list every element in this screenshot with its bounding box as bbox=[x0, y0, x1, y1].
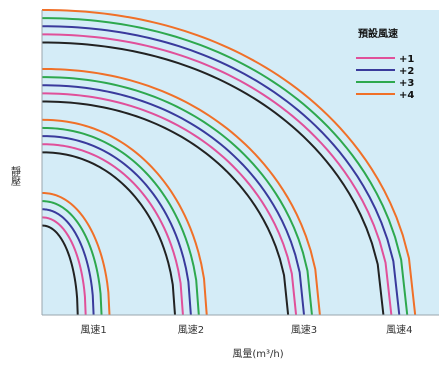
legend-label: +4 bbox=[399, 90, 414, 101]
x-tick-label: 風速4 bbox=[386, 324, 412, 336]
y-axis-title: 靜壓 bbox=[9, 165, 21, 186]
x-tick-label: 風速1 bbox=[80, 324, 106, 336]
curve-風速2-base bbox=[41, 151, 176, 316]
legend-title: 預設風速 bbox=[358, 27, 398, 40]
legend-label: +2 bbox=[399, 66, 414, 77]
curve-風速4-+3 bbox=[41, 17, 409, 316]
curve-風速2-+2 bbox=[41, 135, 192, 316]
legend: 預設風速 +1+2+3+4 bbox=[356, 27, 414, 101]
x-ticks-layer: 風速1 風速2 風速3 風速4 bbox=[80, 324, 412, 336]
curve-風速2-+3 bbox=[41, 126, 200, 316]
curve-風速1-+3 bbox=[41, 200, 103, 316]
legend-label: +3 bbox=[399, 78, 414, 89]
x-axis-title: 風量(m³/h) bbox=[232, 348, 283, 360]
x-tick-label: 風速2 bbox=[178, 324, 204, 336]
curve-風速1-+2 bbox=[41, 208, 95, 316]
curve-風速1-+4 bbox=[41, 192, 111, 316]
curve-風速2-+1 bbox=[41, 143, 184, 316]
curve-風速3-base bbox=[41, 100, 290, 316]
curve-風速4-+2 bbox=[41, 25, 401, 316]
x-tick-label: 風速3 bbox=[291, 324, 317, 336]
curve-風速3-+4 bbox=[41, 67, 321, 316]
curve-風速4-base bbox=[41, 41, 385, 316]
curve-風速3-+1 bbox=[41, 92, 298, 316]
curve-風速1-+1 bbox=[41, 216, 87, 316]
curve-風速4-+1 bbox=[41, 33, 393, 316]
curve-風速1-base bbox=[41, 224, 79, 316]
legend-label: +1 bbox=[399, 54, 414, 65]
curve-風速4-+4 bbox=[41, 9, 417, 316]
curve-風速3-+2 bbox=[41, 84, 306, 316]
curve-風速3-+3 bbox=[41, 76, 313, 316]
curves-layer bbox=[41, 9, 417, 316]
curve-風速2-+4 bbox=[41, 118, 208, 316]
